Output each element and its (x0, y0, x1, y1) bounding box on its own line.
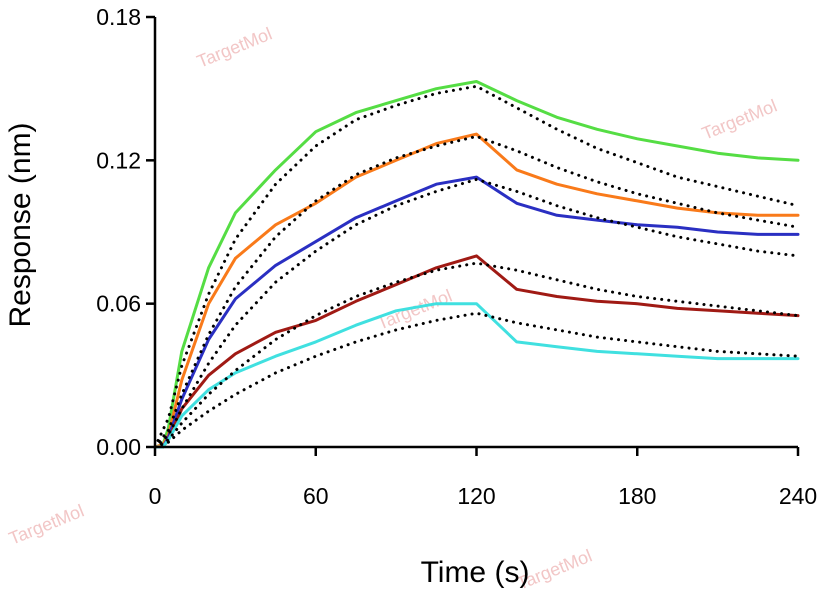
response-curve-line (153, 132, 800, 449)
x-tick-label: 180 (618, 483, 656, 509)
y-tick-label: 0.06 (96, 291, 141, 317)
y-axis-title: Response (nm) (4, 122, 37, 327)
plot-area (153, 80, 800, 449)
x-tick-label: 60 (303, 483, 329, 509)
watermark: TargetMol (6, 501, 87, 549)
y-tick-label: 0.00 (96, 434, 141, 460)
response-curve-line (153, 302, 800, 449)
watermark: TargetMol (194, 24, 275, 72)
response-curve-line (153, 80, 800, 449)
watermark: TargetMol (699, 96, 780, 144)
watermark: TargetMol (374, 286, 455, 334)
fit-curve-line (153, 84, 800, 449)
x-tick-label: 240 (779, 483, 817, 509)
x-tick-label: 120 (457, 483, 495, 509)
y-ticks: 0.00 0.06 0.12 0.18 (96, 4, 155, 460)
response-curve-line (153, 175, 800, 449)
y-tick-label: 0.12 (96, 147, 141, 173)
fit-curve-line (153, 261, 800, 449)
fit-curve-line (153, 311, 800, 449)
x-axis-title: Time (s) (421, 556, 530, 589)
x-tick-label: 0 (149, 483, 162, 509)
response-curve-line (153, 254, 800, 449)
fit-curve-line (153, 177, 800, 449)
x-ticks: 0 60 120 180 240 (149, 447, 817, 509)
y-tick-label: 0.18 (96, 4, 141, 30)
